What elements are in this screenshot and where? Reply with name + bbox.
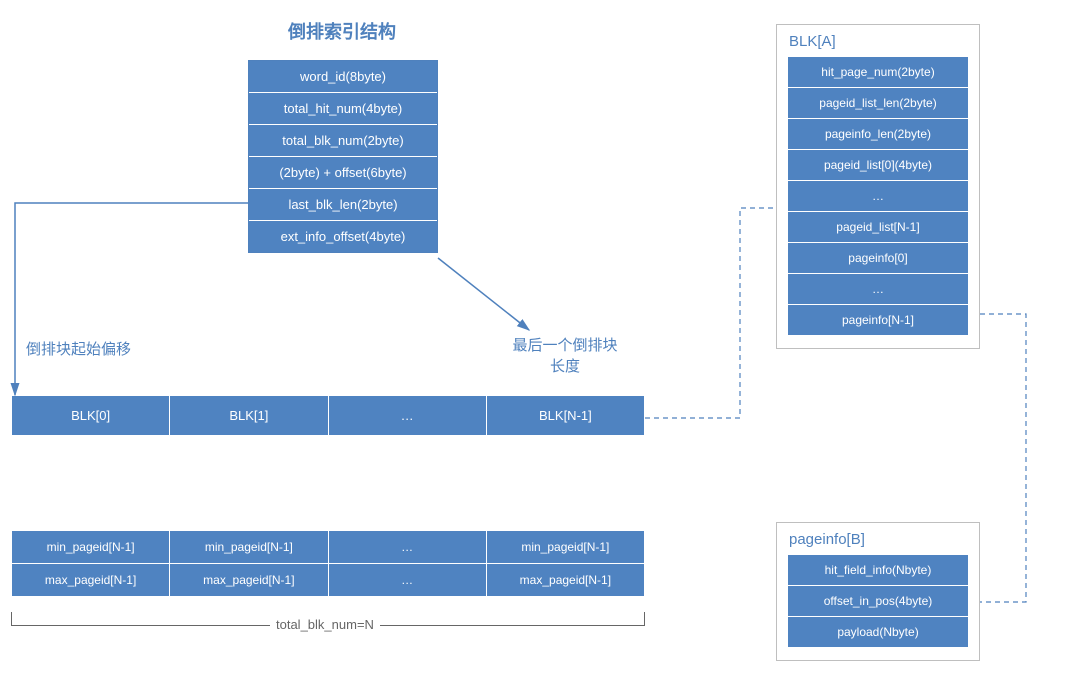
panel-title: BLK[A] [789, 33, 969, 50]
main-index-stack: word_id(8byte) total_hit_num(4byte) tota… [248, 60, 438, 253]
table-cell: max_pageid[N-1] [12, 564, 170, 596]
panel-cell: pageinfo[N-1] [788, 305, 968, 335]
label-last-blk-len: 最后一个倒排块长度 [490, 335, 640, 377]
table-cell: … [329, 564, 487, 596]
panel-title: pageinfo[B] [789, 531, 969, 548]
table-cell: max_pageid[N-1] [170, 564, 328, 596]
stack-cell: total_blk_num(2byte) [249, 125, 437, 157]
dashed-panel-to-pageinfo [980, 314, 1026, 602]
stack-cell: word_id(8byte) [249, 61, 437, 93]
panel-cell: pageinfo[0] [788, 243, 968, 274]
arrow-last-blk [438, 258, 529, 330]
panel-cell: hit_page_num(2byte) [788, 57, 968, 88]
blk-cell: … [329, 396, 487, 435]
panel-cell: … [788, 181, 968, 212]
panel-pageinfo-b: pageinfo[B] hit_field_info(Nbyte) offset… [776, 522, 980, 661]
blk-cell: BLK[N-1] [487, 396, 644, 435]
bracket-label: total_blk_num=N [270, 617, 380, 632]
dashed-blk-to-panel [645, 208, 776, 418]
table-cell: max_pageid[N-1] [487, 564, 644, 596]
arrow-offset [15, 203, 248, 395]
label-last-blk-len-text: 最后一个倒排块长度 [490, 335, 640, 377]
stack-cell: ext_info_offset(4byte) [249, 221, 437, 252]
label-start-offset: 倒排块起始偏移 [26, 338, 131, 359]
panel-cell: pageid_list_len(2byte) [788, 88, 968, 119]
blk-cell: BLK[0] [12, 396, 170, 435]
panel-cell: offset_in_pos(4byte) [788, 586, 968, 617]
panel-cell: hit_field_info(Nbyte) [788, 555, 968, 586]
panel-cell: pageid_list[N-1] [788, 212, 968, 243]
panel-cell: … [788, 274, 968, 305]
diagram-title: 倒排索引结构 [288, 18, 396, 44]
stack-cell: last_blk_len(2byte) [249, 189, 437, 221]
stack-cell: total_hit_num(4byte) [249, 93, 437, 125]
panel-cell: payload(Nbyte) [788, 617, 968, 647]
panel-cell: pageinfo_len(2byte) [788, 119, 968, 150]
stack-cell: (2byte) + offset(6byte) [249, 157, 437, 189]
table-cell: min_pageid[N-1] [170, 531, 328, 564]
panel-blk-a: BLK[A] hit_page_num(2byte) pageid_list_l… [776, 24, 980, 349]
pageid-table: min_pageid[N-1] min_pageid[N-1] … min_pa… [11, 530, 645, 597]
panel-cell: pageid_list[0](4byte) [788, 150, 968, 181]
table-cell: … [329, 531, 487, 564]
blk-row: BLK[0] BLK[1] … BLK[N-1] [11, 395, 645, 436]
table-cell: min_pageid[N-1] [487, 531, 644, 564]
blk-cell: BLK[1] [170, 396, 328, 435]
table-cell: min_pageid[N-1] [12, 531, 170, 564]
